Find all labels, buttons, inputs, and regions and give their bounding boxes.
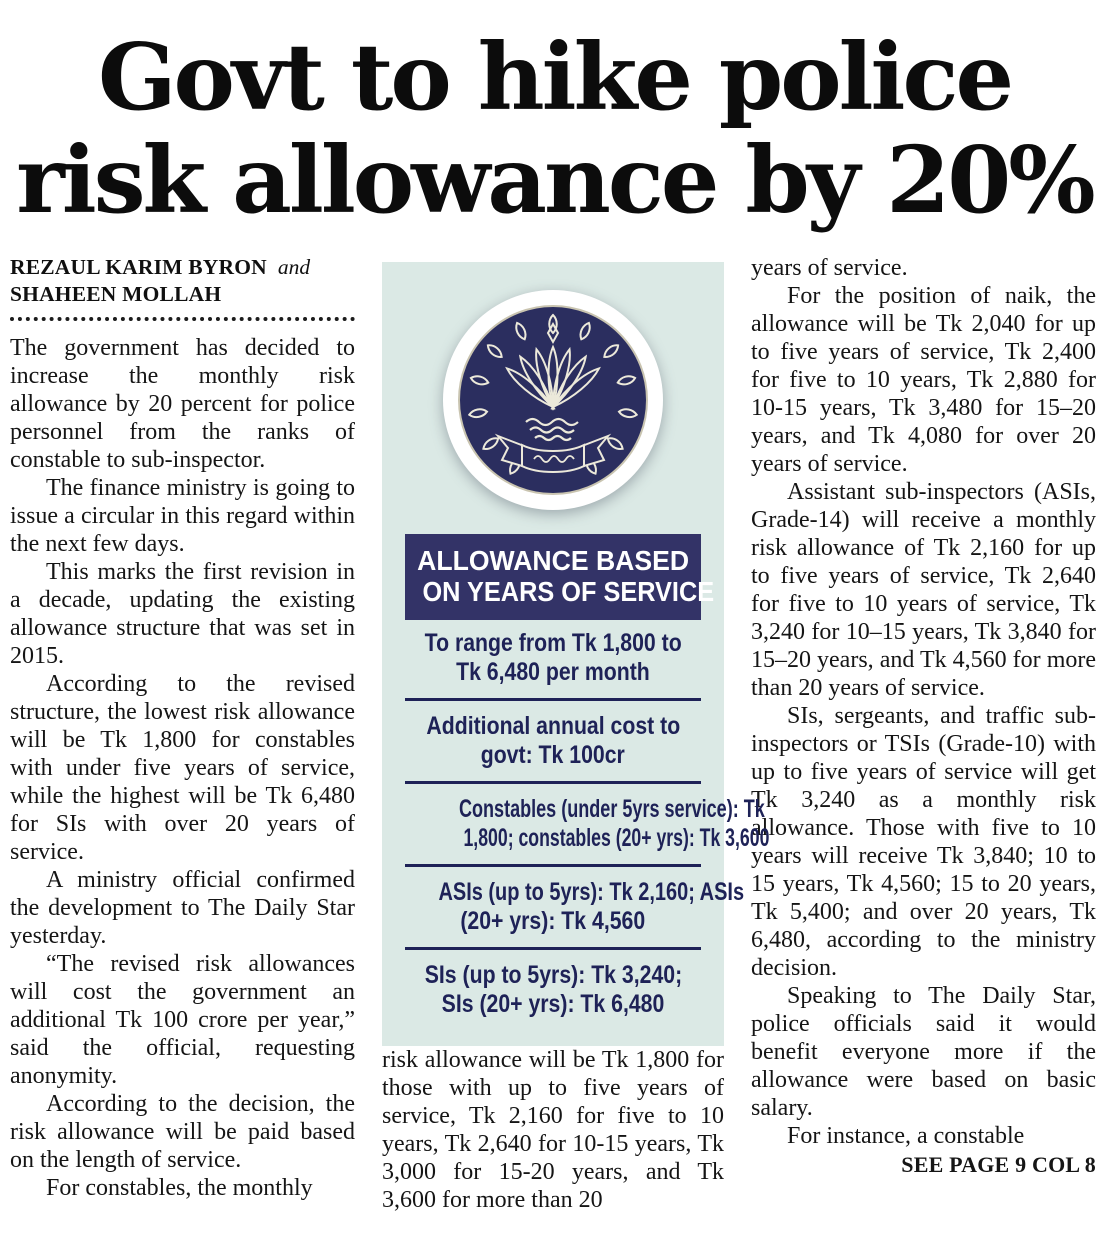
infobox-divider xyxy=(405,781,701,784)
paragraph: According to the decision, the risk allo… xyxy=(10,1091,355,1173)
column-middle: ALLOWANCE BASED ON YEARS OF SERVICE To r… xyxy=(382,254,770,1214)
headline-line-1: Govt to hike police xyxy=(97,23,1014,131)
allowance-infobox: ALLOWANCE BASED ON YEARS OF SERVICE To r… xyxy=(382,262,770,1046)
infobox-item-cost: Additional annual cost to govt: Tk 100cr xyxy=(426,712,680,769)
paragraph: SIs, sergeants, and traffic sub-inspecto… xyxy=(751,703,1096,981)
column-right: years of service. For the position of na… xyxy=(751,254,1096,1214)
infobox-item-sis: SIs (up to 5yrs): Tk 3,240; SIs (20+ yrs… xyxy=(424,961,682,1018)
infobox-divider xyxy=(405,947,701,950)
paragraph: For instance, a constable xyxy=(787,1123,1025,1149)
paragraph: The government has decided to increase t… xyxy=(10,335,355,473)
byline-author-1: REZAUL KARIM BYRON xyxy=(10,255,267,279)
byline-and: and xyxy=(277,255,311,279)
paragraph: years of service. xyxy=(751,255,908,281)
infobox-item-constables: Constables (under 5yrs service): Tk 1,80… xyxy=(458,795,770,852)
paragraph: For constables, the monthly xyxy=(46,1175,313,1201)
infobox-item-asis: ASIs (up to 5yrs): Tk 2,160; ASIs (20+ y… xyxy=(438,878,745,935)
byline-divider xyxy=(10,317,355,321)
paragraph: For the position of naik, the allowance … xyxy=(751,283,1096,477)
paragraph: A ministry official confirmed the develo… xyxy=(10,867,355,949)
paragraph: According to the revised structure, the … xyxy=(10,671,355,865)
badge-banner-script xyxy=(533,455,575,463)
paragraph: The finance ministry is going to issue a… xyxy=(10,475,355,557)
bangladesh-police-emblem-icon xyxy=(443,290,663,510)
paragraph: Speaking to The Daily Star, police offic… xyxy=(751,983,1096,1121)
byline: REZAUL KARIM BYRON and SHAHEEN MOLLAH xyxy=(10,254,355,308)
infobox-header-line-2: ON YEARS OF SERVICE xyxy=(422,576,715,607)
headline-line-2: risk allowance by 20% xyxy=(16,126,1095,234)
column-left: REZAUL KARIM BYRON and SHAHEEN MOLLAH Th… xyxy=(10,254,355,1214)
byline-author-2: SHAHEEN MOLLAH xyxy=(10,282,222,306)
article-columns: REZAUL KARIM BYRON and SHAHEEN MOLLAH Th… xyxy=(0,238,1109,1214)
see-page-reference: SEE PAGE 9 COL 8 xyxy=(901,1152,1096,1177)
infobox-divider xyxy=(405,864,701,867)
paragraph: Assistant sub-inspectors (ASIs, Grade-14… xyxy=(751,479,1096,701)
infobox-item-range: To range from Tk 1,800 to Tk 6,480 per m… xyxy=(424,629,682,686)
infobox-divider xyxy=(405,698,701,701)
infobox-header-line-1: ALLOWANCE BASED xyxy=(417,545,689,576)
infobox-header: ALLOWANCE BASED ON YEARS OF SERVICE xyxy=(405,534,714,620)
paragraph: risk allowance will be Tk 1,800 for thos… xyxy=(382,1047,724,1213)
police-logo-wrap xyxy=(382,288,724,512)
paragraph: “The revised risk allowances will cost t… xyxy=(10,951,355,1089)
page-title: Govt to hike police risk allowance by 20… xyxy=(8,26,1101,232)
paragraph: This marks the first revision in a decad… xyxy=(10,559,355,669)
